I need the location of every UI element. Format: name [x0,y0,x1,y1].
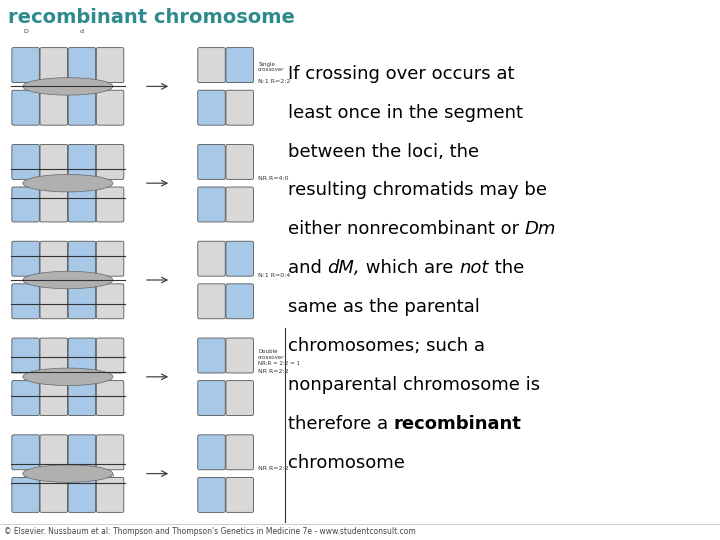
Text: N:1 R=2:2: N:1 R=2:2 [258,79,291,84]
Text: NR R=2:2: NR R=2:2 [258,369,289,374]
FancyBboxPatch shape [198,187,225,222]
FancyBboxPatch shape [40,381,68,416]
FancyBboxPatch shape [12,284,40,319]
FancyBboxPatch shape [226,241,253,276]
FancyBboxPatch shape [96,48,124,83]
Text: therefore a: therefore a [288,415,394,433]
FancyBboxPatch shape [40,48,68,83]
FancyBboxPatch shape [40,284,68,319]
Ellipse shape [23,368,113,386]
FancyBboxPatch shape [226,381,253,416]
Ellipse shape [23,174,113,192]
FancyBboxPatch shape [68,241,96,276]
FancyBboxPatch shape [12,90,40,125]
FancyBboxPatch shape [12,48,40,83]
Text: Single
crossover: Single crossover [258,62,284,72]
FancyBboxPatch shape [198,477,225,512]
Text: recombinant chromosome: recombinant chromosome [8,8,295,27]
FancyBboxPatch shape [68,284,96,319]
Text: Double
crossover
NR:R = 2:2 = 1: Double crossover NR:R = 2:2 = 1 [258,349,300,366]
Text: which are: which are [360,259,459,277]
FancyBboxPatch shape [68,381,96,416]
FancyBboxPatch shape [96,477,124,512]
FancyBboxPatch shape [226,477,253,512]
FancyBboxPatch shape [40,187,68,222]
FancyBboxPatch shape [12,477,40,512]
Text: chromosomes; such a: chromosomes; such a [288,337,485,355]
FancyBboxPatch shape [68,477,96,512]
Text: least once in the segment: least once in the segment [288,104,523,122]
FancyBboxPatch shape [96,381,124,416]
FancyBboxPatch shape [68,435,96,470]
FancyBboxPatch shape [40,144,68,179]
FancyBboxPatch shape [40,241,68,276]
FancyBboxPatch shape [96,187,124,222]
FancyBboxPatch shape [68,187,96,222]
FancyBboxPatch shape [96,284,124,319]
FancyBboxPatch shape [12,187,40,222]
Text: resulting chromatids may be: resulting chromatids may be [288,181,547,199]
Text: and: and [288,259,328,277]
FancyBboxPatch shape [198,48,225,83]
Text: not: not [459,259,489,277]
Ellipse shape [23,78,113,95]
FancyBboxPatch shape [68,48,96,83]
FancyBboxPatch shape [12,241,40,276]
Text: If crossing over occurs at: If crossing over occurs at [288,65,515,83]
FancyBboxPatch shape [96,435,124,470]
Text: same as the parental: same as the parental [288,298,480,316]
Text: dM,: dM, [328,259,360,277]
FancyBboxPatch shape [68,338,96,373]
Text: nonparental chromosome is: nonparental chromosome is [288,376,540,394]
FancyBboxPatch shape [96,338,124,373]
FancyBboxPatch shape [12,144,40,179]
Text: d: d [80,29,84,34]
FancyBboxPatch shape [198,241,225,276]
FancyBboxPatch shape [96,90,124,125]
Text: m: m [107,473,113,478]
FancyBboxPatch shape [12,435,40,470]
FancyBboxPatch shape [40,338,68,373]
Text: M: M [23,473,28,478]
FancyBboxPatch shape [40,435,68,470]
FancyBboxPatch shape [198,381,225,416]
Text: N:1 R=0:4: N:1 R=0:4 [258,273,290,278]
Text: recombinant: recombinant [394,415,522,433]
FancyBboxPatch shape [12,338,40,373]
FancyBboxPatch shape [226,435,253,470]
Ellipse shape [23,271,113,289]
FancyBboxPatch shape [198,284,225,319]
FancyBboxPatch shape [226,338,253,373]
FancyBboxPatch shape [226,90,253,125]
Text: NR R=2:2: NR R=2:2 [258,466,289,471]
Text: between the loci, the: between the loci, the [288,143,479,160]
Text: chromosome: chromosome [288,454,405,471]
FancyBboxPatch shape [96,241,124,276]
FancyBboxPatch shape [198,144,225,179]
FancyBboxPatch shape [226,144,253,179]
FancyBboxPatch shape [68,90,96,125]
Text: the: the [489,259,524,277]
FancyBboxPatch shape [226,187,253,222]
FancyBboxPatch shape [68,144,96,179]
Text: Dm: Dm [525,220,557,238]
FancyBboxPatch shape [198,338,225,373]
FancyBboxPatch shape [40,477,68,512]
FancyBboxPatch shape [96,144,124,179]
FancyBboxPatch shape [226,48,253,83]
Text: D: D [23,29,28,34]
Text: © Elsevier. Nussbaum et al: Thompson and Thompson's Genetics in Medicine 7e - ww: © Elsevier. Nussbaum et al: Thompson and… [4,527,415,536]
Text: either nonrecombinant or: either nonrecombinant or [288,220,525,238]
FancyBboxPatch shape [12,381,40,416]
Text: NR R=4:0: NR R=4:0 [258,176,289,181]
FancyBboxPatch shape [198,435,225,470]
FancyBboxPatch shape [198,90,225,125]
FancyBboxPatch shape [226,284,253,319]
Ellipse shape [23,465,113,482]
FancyBboxPatch shape [40,90,68,125]
